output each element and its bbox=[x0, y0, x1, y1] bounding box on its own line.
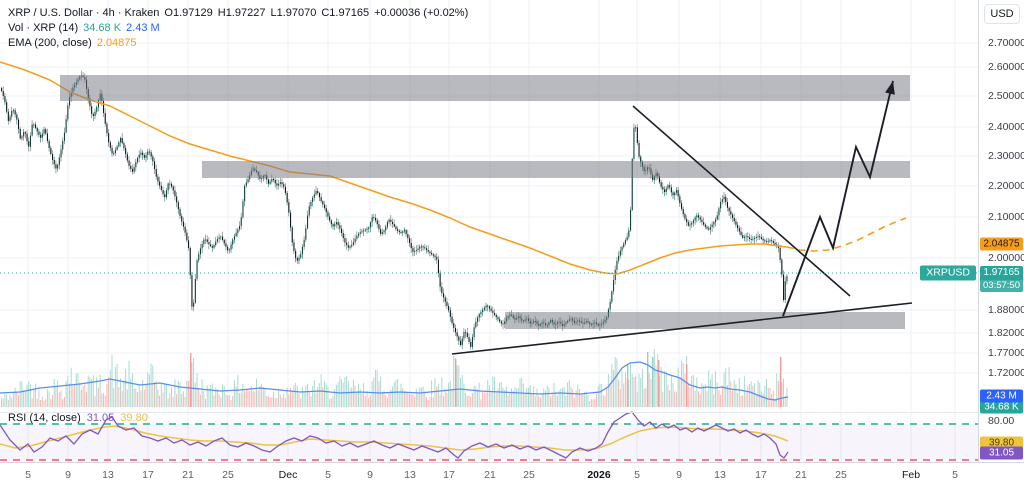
rsi-ma-line bbox=[0, 425, 789, 451]
rsi-badge: 31.05 bbox=[980, 446, 1023, 460]
ema-indicator-label: EMA (200, close) bbox=[8, 36, 92, 49]
volume-ma-line bbox=[0, 361, 789, 401]
price-tick-label: 2.10000 bbox=[988, 211, 1024, 223]
price-tick-label: 1.88000 bbox=[988, 304, 1024, 316]
time-tick-label: Feb bbox=[901, 469, 921, 481]
time-tick-label: 5 bbox=[25, 469, 31, 481]
time-tick-label: 9 bbox=[676, 469, 682, 481]
trendline bbox=[451, 302, 913, 355]
rsi-value: 31.05 bbox=[86, 412, 115, 424]
last-price-value: 1.97165 bbox=[980, 266, 1023, 280]
volume-legend-row[interactable]: Vol · XRP (14) 34.68 K 2.43 M bbox=[8, 20, 468, 35]
volume-value: 34.68 K bbox=[83, 21, 122, 34]
time-tick-label: 5 bbox=[952, 469, 958, 481]
bar-countdown: 03:57:50 bbox=[980, 280, 1023, 292]
price-tick-label: 1.77000 bbox=[988, 347, 1024, 359]
price-tick-label: 2.50000 bbox=[988, 90, 1024, 102]
time-tick-label: 25 bbox=[835, 469, 847, 481]
trendline bbox=[632, 105, 851, 297]
rsi-axis-tick: 80.00 bbox=[988, 415, 1015, 427]
price-tick-label: 2.70000 bbox=[988, 37, 1024, 49]
symbol-title[interactable]: XRP / U.S. Dollar · 4h · Kraken bbox=[8, 6, 160, 19]
volume-badge: 34.68 K bbox=[980, 400, 1023, 414]
price-tick-label: 2.20000 bbox=[988, 180, 1024, 192]
currency-toggle-button[interactable]: USD bbox=[984, 4, 1020, 24]
supply-demand-zone bbox=[202, 161, 910, 178]
price-tick-label: 1.82000 bbox=[988, 327, 1024, 339]
rsi-legend-row[interactable]: RSI (14, close) 31.05 39.80 bbox=[8, 412, 148, 424]
chart-legend: XRP / U.S. Dollar · 4h · Kraken O1.97129… bbox=[8, 5, 468, 50]
time-tick-label: 21 bbox=[484, 469, 496, 481]
supply-demand-zone bbox=[505, 312, 905, 329]
time-tick-label: 25 bbox=[523, 469, 535, 481]
volume-ma-value: 2.43 M bbox=[126, 21, 160, 34]
ema-value: 2.04875 bbox=[96, 36, 137, 49]
supply-demand-zone bbox=[60, 75, 910, 101]
time-tick-label: 21 bbox=[182, 469, 194, 481]
price-tick-label: 2.60000 bbox=[988, 61, 1024, 73]
time-tick-label: 5 bbox=[634, 469, 640, 481]
time-tick-label: 9 bbox=[367, 469, 373, 481]
volume-bars bbox=[1, 349, 788, 407]
symbol-legend-row[interactable]: XRP / U.S. Dollar · 4h · Kraken O1.97129… bbox=[8, 5, 468, 20]
time-tick-label: 13 bbox=[102, 469, 114, 481]
time-tick-label: 17 bbox=[142, 469, 154, 481]
time-tick-label: 17 bbox=[755, 469, 767, 481]
rsi-ma-badge: 39.80 bbox=[980, 436, 1023, 450]
time-tick-label: Dec bbox=[278, 469, 298, 481]
ohlc-close: C1.97165 bbox=[321, 6, 370, 19]
ohlc-low: L1.97070 bbox=[270, 6, 317, 19]
price-tick-label: 2.40000 bbox=[988, 121, 1024, 133]
pane-separator[interactable] bbox=[0, 412, 978, 413]
time-tick-label: 13 bbox=[404, 469, 416, 481]
ema-projection-line bbox=[786, 217, 907, 252]
ohlc-open: O1.97129 bbox=[164, 6, 213, 19]
volume-indicator-label: Vol · XRP (14) bbox=[8, 21, 79, 34]
time-tick-label: 17 bbox=[443, 469, 455, 481]
candlestick-series bbox=[1, 70, 788, 350]
price-change: +0.00036 (+0.02%) bbox=[374, 6, 469, 19]
price-tick-label: 1.72000 bbox=[988, 367, 1024, 379]
time-tick-label: 5 bbox=[325, 469, 331, 481]
arrowhead bbox=[885, 81, 895, 95]
price-axis[interactable]: USD 2.70000 2.60000 2.50000 2.40000 2.30000 2… bbox=[978, 0, 1024, 462]
ema-line bbox=[0, 61, 788, 275]
time-tick-label: 13 bbox=[714, 469, 726, 481]
price-tick-label: 2.30000 bbox=[988, 150, 1024, 162]
time-tick-label: 25 bbox=[222, 469, 234, 481]
time-tick-label: 21 bbox=[795, 469, 807, 481]
ohlc-high: H1.97227 bbox=[217, 6, 266, 19]
time-axis[interactable]: 5 9 13 17 21 25 Dec 5 9 13 17 21 25 2026 5 9 13 17 21 25 Feb… bbox=[0, 462, 1024, 488]
last-price-badge: 1.97165 03:57:50 bbox=[980, 266, 1023, 292]
projection-zigzag bbox=[782, 80, 894, 317]
rsi-indicator-label: RSI (14, close) bbox=[8, 412, 81, 424]
time-tick-label: 9 bbox=[65, 469, 71, 481]
symbol-price-label: XRPUSD bbox=[920, 265, 976, 281]
time-tick-label: 2026 bbox=[587, 469, 611, 481]
price-tick-label: 2.00000 bbox=[988, 252, 1024, 264]
ema-legend-row[interactable]: EMA (200, close) 2.04875 bbox=[8, 35, 468, 50]
rsi-ma-value: 39.80 bbox=[120, 412, 148, 424]
volume-ma-badge: 2.43 M bbox=[980, 389, 1023, 403]
ema-price-badge: 2.04875 bbox=[980, 237, 1023, 251]
rsi-line bbox=[0, 411, 789, 459]
